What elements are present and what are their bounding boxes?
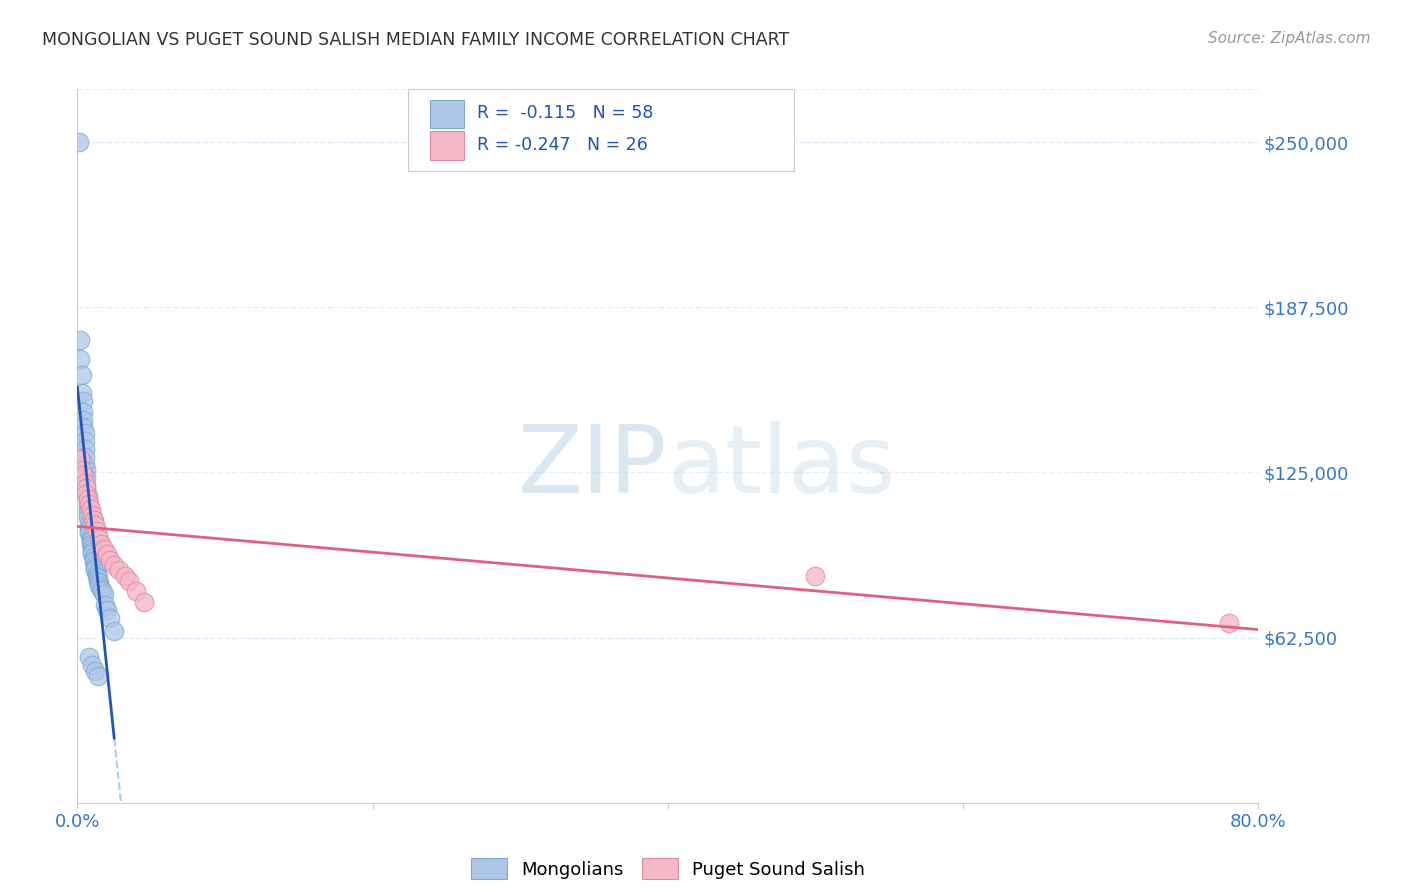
- Legend: Mongolians, Puget Sound Salish: Mongolians, Puget Sound Salish: [464, 851, 872, 887]
- Point: [79, 532, 101, 546]
- Text: Source: ZipAtlas.com: Source: ZipAtlas.com: [1208, 31, 1371, 46]
- Point: [86, 524, 108, 538]
- Point: [70, 463, 93, 477]
- Point: [83, 549, 105, 564]
- Point: [107, 563, 129, 577]
- Point: [69, 333, 91, 347]
- Point: [79, 529, 101, 543]
- Point: [77, 521, 100, 535]
- Point: [114, 568, 136, 582]
- Point: [82, 545, 104, 559]
- Point: [75, 481, 97, 495]
- Point: [103, 558, 125, 572]
- Point: [76, 489, 98, 503]
- Point: [91, 584, 114, 599]
- Point: [94, 598, 117, 612]
- Point: [72, 394, 94, 409]
- Point: [77, 516, 100, 530]
- Text: atlas: atlas: [668, 421, 896, 514]
- Point: [84, 664, 107, 678]
- Point: [73, 450, 96, 464]
- Point: [83, 552, 105, 566]
- Point: [79, 534, 101, 549]
- Point: [82, 508, 104, 522]
- Point: [76, 494, 98, 508]
- Point: [77, 526, 100, 541]
- Point: [69, 452, 91, 467]
- Point: [82, 658, 104, 673]
- Text: R = -0.247   N = 26: R = -0.247 N = 26: [477, 136, 648, 154]
- Point: [82, 542, 104, 557]
- Point: [73, 442, 96, 456]
- Point: [103, 624, 125, 638]
- Point: [98, 552, 121, 566]
- Point: [96, 547, 118, 561]
- Point: [70, 386, 93, 401]
- Point: [84, 560, 107, 574]
- Point: [77, 650, 100, 665]
- Point: [76, 505, 98, 519]
- Point: [84, 558, 107, 572]
- Point: [125, 584, 148, 599]
- Point: [804, 568, 827, 582]
- Point: [87, 669, 110, 683]
- Point: [73, 425, 96, 440]
- Point: [73, 475, 96, 490]
- Point: [86, 566, 108, 580]
- Point: [83, 513, 105, 527]
- Point: [83, 555, 105, 569]
- Point: [72, 468, 94, 483]
- Point: [90, 582, 112, 596]
- Point: [93, 542, 115, 557]
- Point: [76, 510, 98, 524]
- Point: [86, 568, 108, 582]
- Point: [73, 458, 96, 472]
- Point: [67, 135, 90, 149]
- Point: [75, 483, 97, 498]
- Point: [73, 434, 96, 448]
- Point: [77, 497, 100, 511]
- Point: [75, 471, 97, 485]
- Point: [96, 603, 118, 617]
- Point: [1218, 616, 1240, 631]
- Point: [75, 463, 97, 477]
- Point: [76, 491, 98, 506]
- Point: [70, 368, 93, 382]
- Text: R =  -0.115   N = 58: R = -0.115 N = 58: [477, 104, 652, 122]
- Point: [132, 595, 155, 609]
- Point: [118, 574, 141, 588]
- Point: [87, 571, 110, 585]
- Point: [84, 518, 107, 533]
- Point: [82, 547, 104, 561]
- Point: [75, 478, 97, 492]
- Point: [72, 404, 94, 418]
- Point: [90, 537, 112, 551]
- Point: [72, 412, 94, 426]
- Point: [84, 563, 107, 577]
- Text: MONGOLIAN VS PUGET SOUND SALISH MEDIAN FAMILY INCOME CORRELATION CHART: MONGOLIAN VS PUGET SOUND SALISH MEDIAN F…: [42, 31, 789, 49]
- Point: [76, 500, 98, 514]
- Point: [98, 611, 121, 625]
- Point: [89, 576, 111, 591]
- Point: [75, 486, 97, 500]
- Text: ZIP: ZIP: [519, 421, 668, 514]
- Point: [77, 524, 100, 538]
- Point: [93, 587, 115, 601]
- Point: [89, 532, 111, 546]
- Point: [79, 502, 101, 516]
- Point: [72, 420, 94, 434]
- Point: [87, 574, 110, 588]
- Point: [79, 537, 101, 551]
- Point: [89, 579, 111, 593]
- Point: [82, 540, 104, 554]
- Point: [69, 351, 91, 366]
